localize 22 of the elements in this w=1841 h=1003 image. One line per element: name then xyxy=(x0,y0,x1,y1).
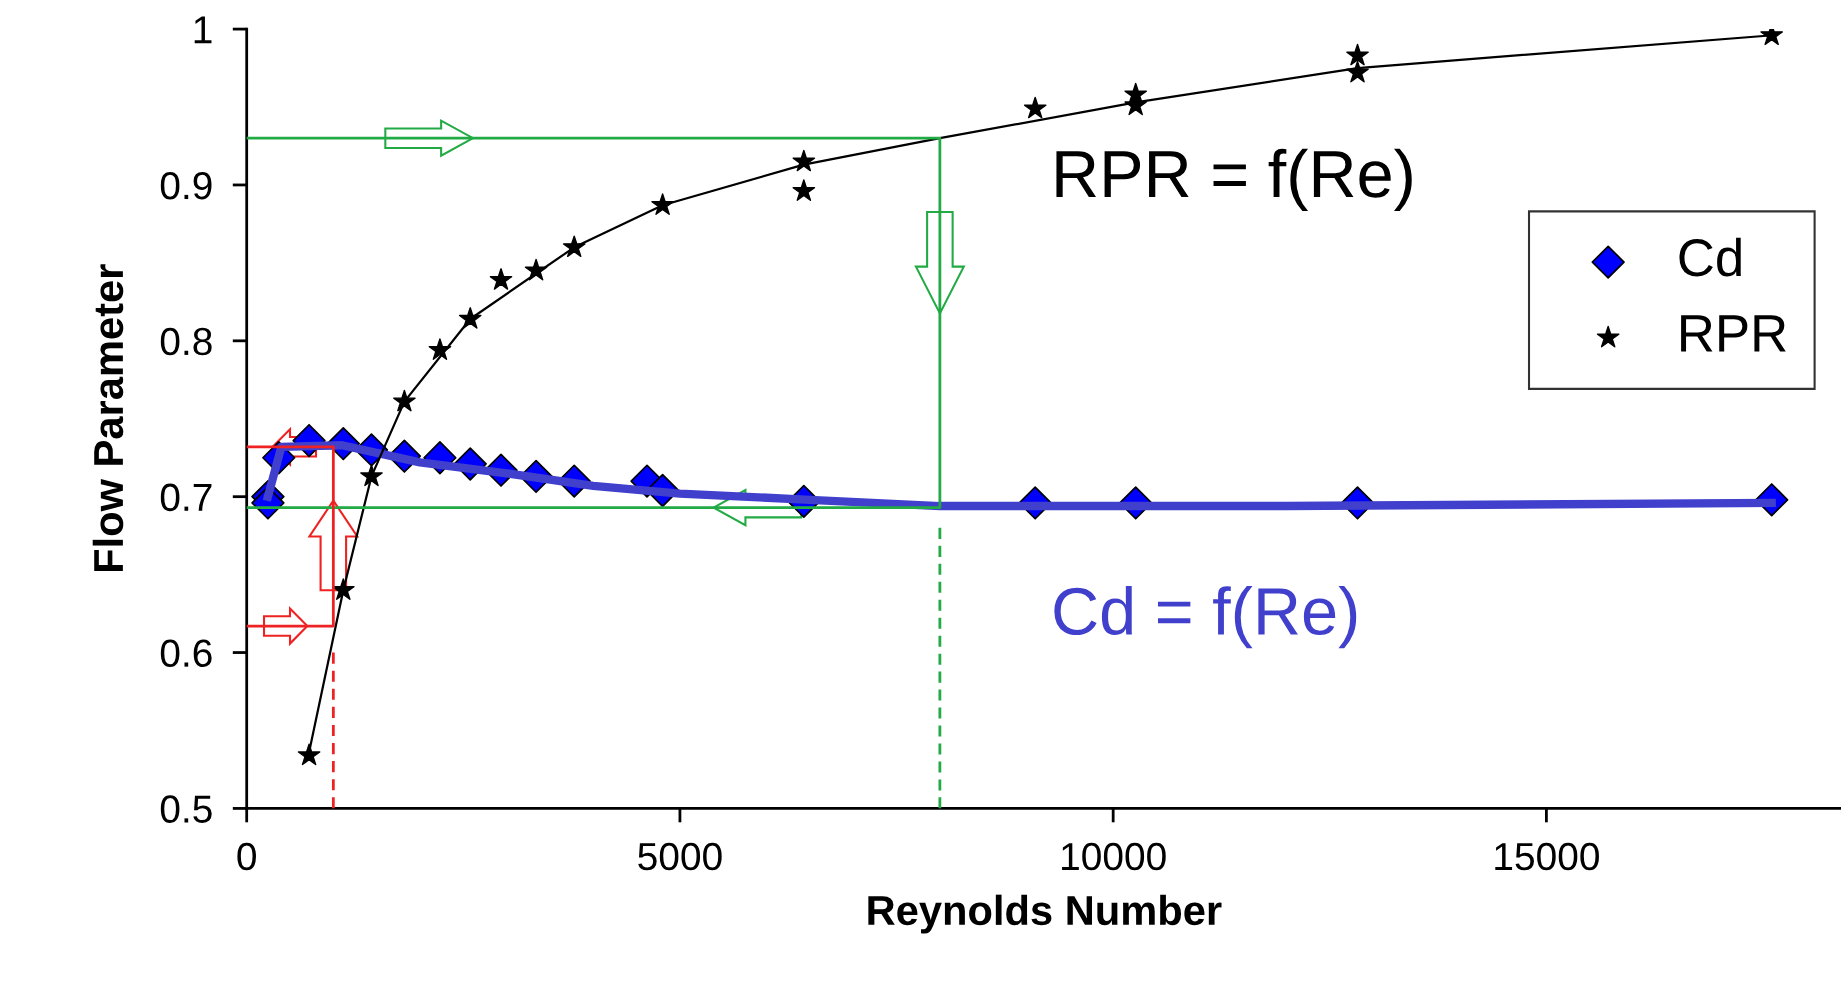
y-tick-label: 0.8 xyxy=(160,327,212,356)
x-axis-title: Reynolds Number xyxy=(868,894,1222,934)
y-tick-label: 0.6 xyxy=(160,639,212,668)
point xyxy=(297,743,321,766)
point xyxy=(1346,43,1369,66)
series-label: Cd = f(Re) xyxy=(1054,586,1357,649)
point xyxy=(1023,96,1047,119)
x-tick-label: 15000 xyxy=(1495,842,1599,871)
point xyxy=(792,179,816,201)
x-tick-label: 10000 xyxy=(1062,842,1166,871)
y-axis-title: Flow Parameter xyxy=(92,264,124,572)
legend-label: RPR xyxy=(1681,315,1786,352)
point xyxy=(489,268,513,290)
point xyxy=(792,149,816,172)
y-tick-label: 0.5 xyxy=(160,795,212,823)
x-tick-label: 0 xyxy=(237,842,256,871)
y-tick-label: 1 xyxy=(194,16,212,44)
legend-label: Cd xyxy=(1679,237,1741,277)
series-label: RPR = f(Re) xyxy=(1056,148,1412,211)
x-tick-label: 5000 xyxy=(638,842,722,871)
y-tick-label: 0.9 xyxy=(160,171,212,200)
y-tick-label: 0.7 xyxy=(160,483,212,512)
